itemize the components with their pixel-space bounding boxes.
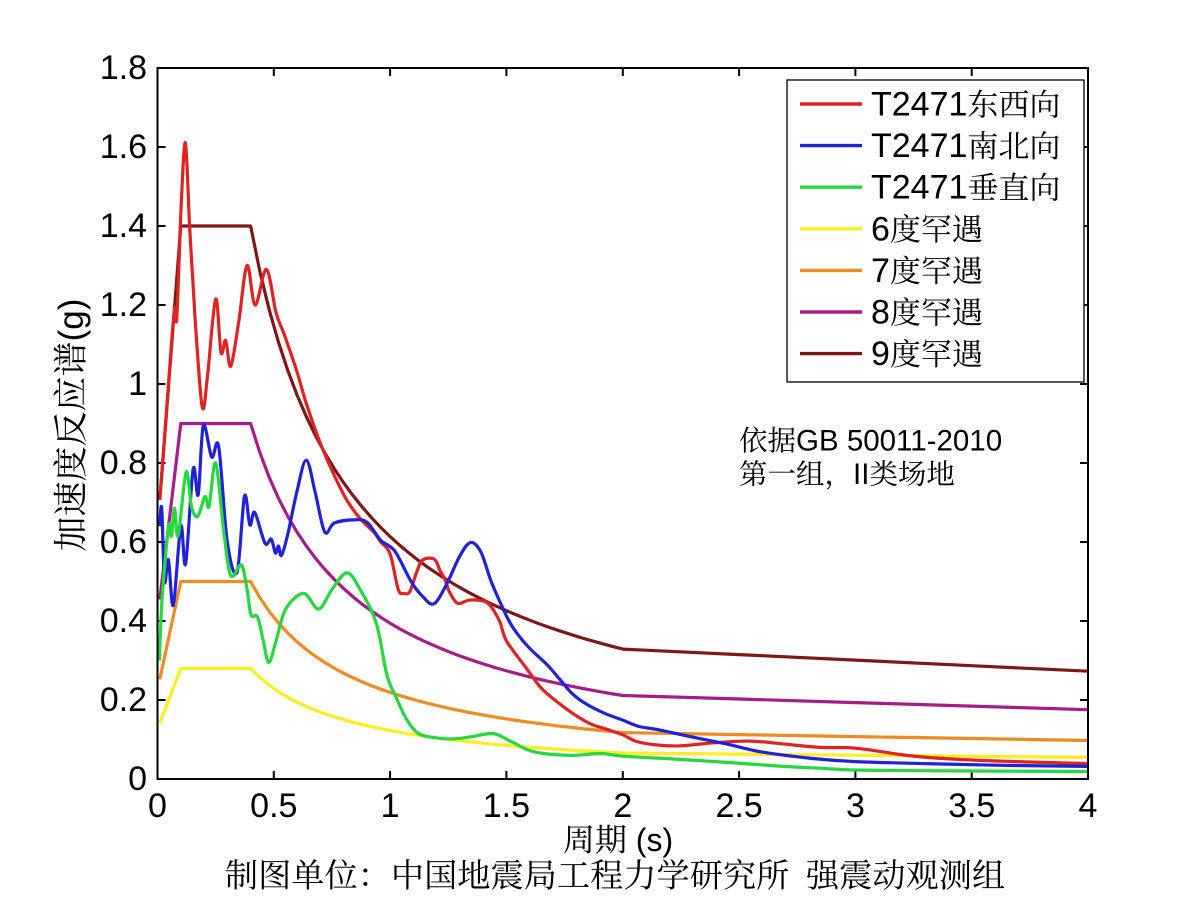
svg-text:T2471: T2471 (871, 86, 967, 124)
svg-text:1.6: 1.6 (100, 128, 147, 166)
svg-text:4: 4 (1079, 787, 1098, 825)
svg-text:II: II (853, 458, 869, 491)
svg-text:0.8: 0.8 (100, 444, 147, 482)
svg-text:T2471: T2471 (871, 169, 967, 207)
svg-text:6: 6 (871, 210, 890, 248)
svg-text:1: 1 (128, 365, 147, 403)
svg-text:3.5: 3.5 (948, 787, 995, 825)
svg-text:0: 0 (128, 760, 147, 798)
svg-text:0.5: 0.5 (250, 787, 297, 825)
svg-text:3: 3 (846, 787, 865, 825)
svg-text:0.2: 0.2 (100, 681, 147, 719)
svg-text:1.5: 1.5 (483, 787, 530, 825)
svg-text:7: 7 (871, 252, 890, 290)
svg-text:0: 0 (148, 787, 167, 825)
svg-text:T2471: T2471 (871, 127, 967, 165)
svg-text:2.5: 2.5 (715, 787, 762, 825)
svg-text:1.2: 1.2 (100, 286, 147, 324)
svg-text:0.4: 0.4 (100, 602, 147, 640)
svg-text:(s): (s) (627, 822, 673, 858)
svg-text:GB 50011-2010: GB 50011-2010 (796, 425, 1002, 458)
svg-text:2: 2 (613, 787, 632, 825)
svg-text:8: 8 (871, 294, 890, 332)
svg-text:1: 1 (381, 787, 400, 825)
svg-text:(g): (g) (52, 299, 91, 342)
svg-text:1.8: 1.8 (100, 49, 147, 87)
svg-text:1.4: 1.4 (100, 207, 147, 245)
svg-text:0.6: 0.6 (100, 523, 147, 561)
svg-text:9: 9 (871, 335, 890, 373)
